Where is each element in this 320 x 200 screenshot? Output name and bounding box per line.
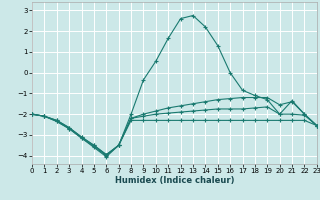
X-axis label: Humidex (Indice chaleur): Humidex (Indice chaleur) bbox=[115, 176, 234, 185]
